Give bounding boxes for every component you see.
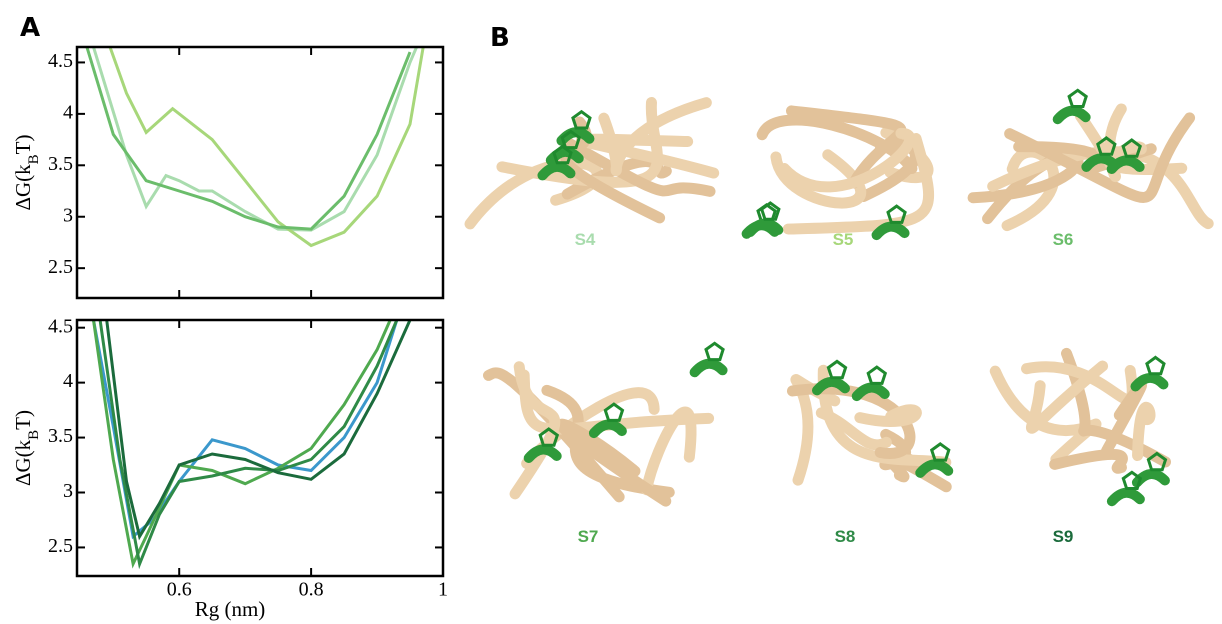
- proline-ring: [1067, 88, 1088, 108]
- line: [98, 320, 399, 570]
- y-tick-label: 3.5: [48, 153, 73, 175]
- green-segment: [745, 218, 784, 238]
- tube: [1075, 103, 1127, 183]
- y-axis-label-part: T): [11, 410, 35, 430]
- line: [92, 320, 392, 569]
- green-segment: [851, 382, 890, 402]
- y-tick-label: 4.5: [48, 315, 73, 337]
- proline-ring: [826, 359, 848, 380]
- green-segment: [811, 376, 850, 396]
- proline-ring: [866, 365, 888, 385]
- proline-ring: [552, 144, 573, 165]
- panel-label: B: [490, 23, 510, 53]
- tube: [854, 404, 922, 427]
- tube: [1004, 112, 1196, 203]
- line: [92, 47, 418, 232]
- y-tick-label: 4.5: [48, 50, 73, 72]
- tube: [782, 133, 934, 235]
- structures: [464, 88, 1214, 507]
- line: [108, 47, 425, 248]
- tube: [555, 418, 672, 507]
- structure-label: S8: [835, 527, 856, 546]
- green-segment: [523, 444, 562, 463]
- x-tick-label: 0.6: [167, 579, 192, 601]
- structure-label: S6: [1053, 230, 1074, 249]
- tube: [509, 361, 561, 500]
- y-axis-label-part: B: [26, 430, 42, 440]
- green-segment: [871, 221, 910, 241]
- proline-ring: [886, 204, 907, 224]
- green-segment: [1052, 105, 1091, 125]
- proline-ring: [560, 129, 582, 150]
- tube: [1026, 360, 1109, 434]
- green-segment: [915, 459, 954, 478]
- y-axis-label: ΔG(kBT): [11, 134, 42, 210]
- line: [105, 320, 412, 541]
- line: [85, 47, 412, 231]
- plot-frame: [75, 318, 445, 578]
- tube: [778, 127, 916, 193]
- structure-label: S7: [578, 527, 599, 546]
- y-tick-label: 3: [63, 204, 73, 226]
- y-axis-label-part: T): [11, 134, 35, 154]
- proline-ring: [603, 402, 625, 422]
- y-tick-label: 3.5: [48, 425, 73, 447]
- tube: [483, 367, 625, 503]
- proline-ring: [1146, 451, 1168, 472]
- tube: [817, 364, 952, 468]
- proline-ring: [571, 109, 592, 130]
- proline-ring: [1121, 138, 1142, 158]
- green-segment: [1130, 372, 1169, 392]
- panel-label: A: [20, 13, 40, 43]
- y-tick-label: 2.5: [48, 256, 73, 278]
- green-segment: [588, 419, 627, 439]
- tube: [598, 97, 712, 177]
- proline-ring: [1121, 470, 1143, 490]
- y-axis-label: ΔG(kBT): [11, 410, 42, 486]
- green-segment: [545, 146, 584, 166]
- proline-ring: [1096, 136, 1117, 156]
- y-tick-label: 4: [63, 101, 73, 123]
- y-tick-label: 4: [63, 370, 73, 392]
- tube: [1049, 449, 1128, 474]
- proline-ring: [929, 442, 951, 462]
- structure-label: S9: [1053, 527, 1074, 546]
- green-segment: [1081, 153, 1120, 172]
- x-axis-label: Rg (nm): [195, 597, 266, 621]
- y-tick-label: 3: [63, 480, 73, 502]
- x-tick-label: 1: [438, 579, 448, 601]
- y-axis-label-part: ΔG(k: [11, 164, 35, 211]
- tube: [1132, 401, 1156, 462]
- line: [92, 320, 399, 540]
- plot-frame: [75, 45, 445, 300]
- structure-label: S5: [833, 230, 854, 249]
- proline-ring: [759, 201, 781, 221]
- proline-ring: [704, 341, 725, 362]
- y-axis-label-part: B: [26, 154, 42, 164]
- green-segment: [689, 358, 728, 378]
- y-axis-label-part: ΔG(k: [11, 439, 35, 486]
- proline-ring: [1145, 355, 1166, 376]
- green-segment: [1106, 487, 1145, 507]
- tube: [1061, 347, 1172, 468]
- y-tick-label: 2.5: [48, 535, 73, 557]
- proline-ring: [538, 427, 560, 447]
- structure-label: S4: [575, 230, 596, 249]
- x-tick-label: 0.8: [299, 579, 324, 601]
- green-segment: [537, 161, 576, 181]
